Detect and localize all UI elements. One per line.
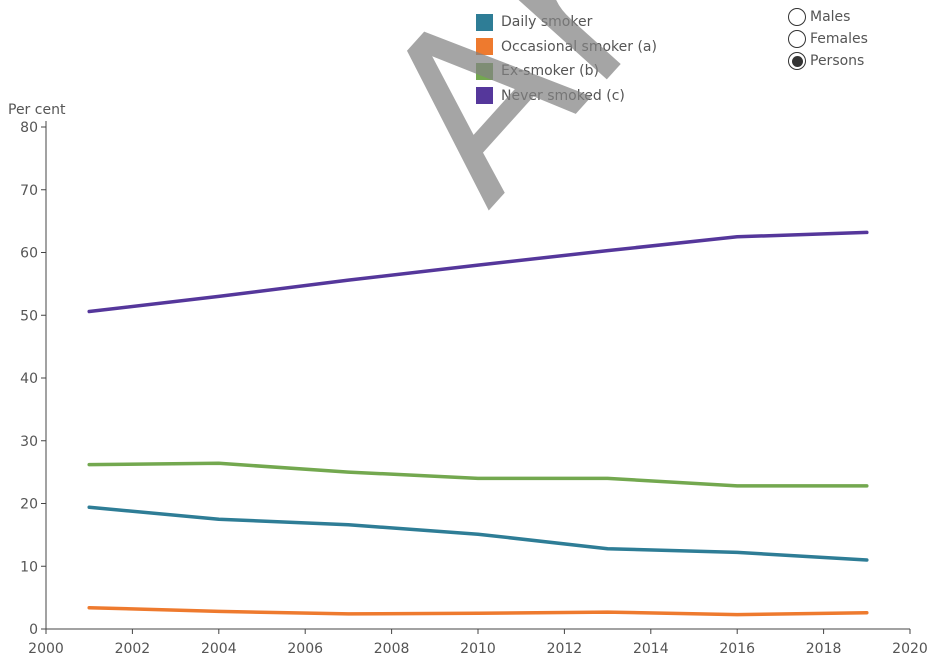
series-line-never-smoked-c xyxy=(87,230,869,314)
series-line-daily-smoker xyxy=(87,505,869,562)
chart-series-lines xyxy=(87,230,869,617)
chart-axes: 0 10 20 30 40 50 60 70 80 Per cent 2000 2002 2004 200… xyxy=(8,102,928,657)
y-axis-label: Per cent xyxy=(8,102,66,118)
y-tick-label: 50 xyxy=(20,308,38,324)
legend-label: Occasional smoker (a) xyxy=(501,38,657,55)
x-tick-label: 2002 xyxy=(115,641,151,657)
radio-label: Females xyxy=(810,31,868,47)
legend-swatch xyxy=(476,38,493,56)
x-tick-label: 2006 xyxy=(287,641,323,657)
series-line-ex-smoker-b xyxy=(87,461,869,488)
x-tick-label: 2004 xyxy=(201,641,237,657)
legend-item-never-smoked: Never smoked (c) xyxy=(476,84,657,109)
legend-swatch xyxy=(476,62,493,80)
x-tick-label: 2010 xyxy=(460,641,496,657)
x-tick-label: 2008 xyxy=(374,641,410,657)
series-line-occasional-smoker-a xyxy=(87,605,869,617)
radio-option-females[interactable]: Females xyxy=(788,28,868,50)
x-tick-label: 2014 xyxy=(633,641,669,657)
radio-circle-icon[interactable] xyxy=(788,30,806,48)
y-tick-label: 80 xyxy=(20,120,38,136)
legend-item-ex-smoker: Ex-smoker (b) xyxy=(476,59,657,84)
x-tick-label: 2016 xyxy=(719,641,755,657)
legend-swatch xyxy=(476,13,493,31)
legend-label: Ex-smoker (b) xyxy=(501,63,599,80)
y-tick-label: 40 xyxy=(20,371,38,387)
legend-item-daily-smoker: Daily smoker xyxy=(476,10,657,35)
radio-label: Males xyxy=(810,9,851,25)
y-tick-label: 20 xyxy=(20,497,38,513)
radio-circle-icon[interactable] xyxy=(788,8,806,26)
chart-legend: Daily smoker Occasional smoker (a) Ex-sm… xyxy=(476,10,657,108)
x-tick-label: 2000 xyxy=(28,641,64,657)
legend-label: Daily smoker xyxy=(501,14,593,31)
radio-circle-icon[interactable] xyxy=(788,52,806,70)
y-tick-label: 60 xyxy=(20,246,38,262)
radio-option-persons[interactable]: Persons xyxy=(788,50,868,72)
y-tick-label: 10 xyxy=(20,559,38,575)
radio-option-males[interactable]: Males xyxy=(788,6,868,28)
x-tick-label: 2018 xyxy=(806,641,842,657)
legend-swatch xyxy=(476,87,493,105)
legend-item-occasional-smoker: Occasional smoker (a) xyxy=(476,35,657,60)
legend-label: Never smoked (c) xyxy=(501,87,625,104)
radio-label: Persons xyxy=(810,53,865,69)
x-tick-label: 2020 xyxy=(892,641,928,657)
sex-filter-radio-group: Males Females Persons xyxy=(788,6,868,72)
y-tick-label: 30 xyxy=(20,434,38,450)
y-tick-label: 70 xyxy=(20,183,38,199)
x-tick-label: 2012 xyxy=(547,641,583,657)
y-tick-label: 0 xyxy=(29,622,38,638)
